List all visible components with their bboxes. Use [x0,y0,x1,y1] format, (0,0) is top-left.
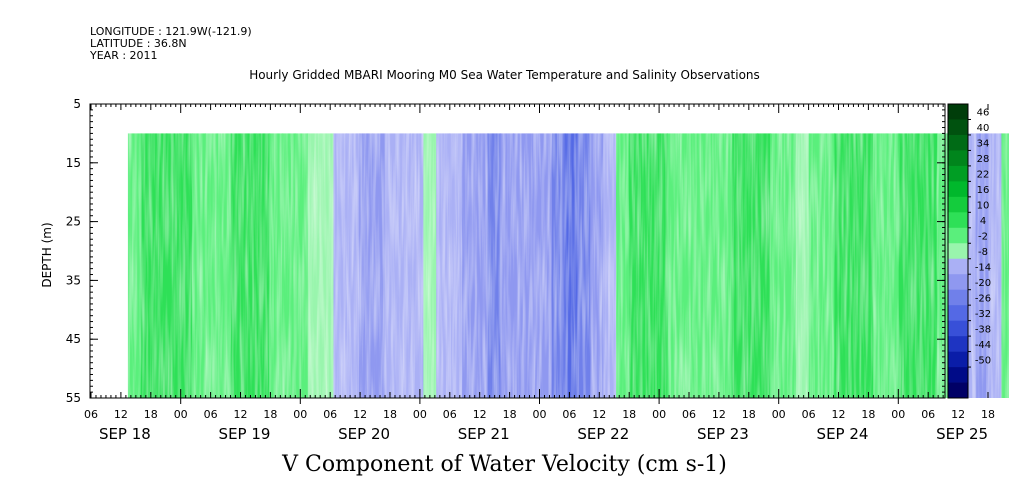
x-tick-label: 12 [712,408,726,421]
x-tick-label: 00 [174,408,188,421]
x-day-label: SEP 21 [458,425,510,443]
x-tick-label: 12 [951,408,965,421]
colorbar-swatch [948,336,968,352]
colorbar-label: 40 [977,123,990,134]
x-tick-label: 06 [84,408,98,421]
colorbar-label: -2 [978,232,988,243]
colorbar-label: 10 [977,201,990,212]
colorbar-swatch [948,212,968,229]
y-tick-label: 5 [73,97,81,111]
x-tick-label: 12 [234,408,248,421]
x-tick-label: 06 [443,408,457,421]
latitude-label: LATITUDE : 36.8N [90,37,187,50]
y-tick-label: 35 [66,273,81,287]
chart-title: Hourly Gridded MBARI Mooring M0 Sea Wate… [249,68,760,82]
colorbar-label: -44 [975,340,991,351]
colorbar-swatch [948,196,968,213]
colorbar-label: -50 [975,355,991,366]
colorbar-swatch [948,134,968,151]
x-tick-label: 00 [413,408,427,421]
colorbar-label: -20 [975,278,991,289]
x-tick-label: 12 [353,408,367,421]
colorbar-swatch [948,104,968,120]
x-tick-label: 12 [592,408,606,421]
x-tick-label: 00 [772,408,786,421]
heatmap-texture [127,133,1009,398]
colorbar-swatch [948,305,968,321]
colorbar-frame [947,103,969,399]
colorbar-label: -14 [975,262,991,273]
y-tick-label: 45 [66,332,81,346]
colorbar-label: 16 [977,185,990,196]
y-tick-label: 55 [66,391,81,405]
x-tick-label: 00 [652,408,666,421]
x-tick-label: 06 [802,408,816,421]
x-tick-label: 06 [921,408,935,421]
colorbar-label: -32 [975,309,991,320]
colorbar-swatch [948,119,968,136]
y-tick-label: 25 [66,215,81,229]
x-tick-label: 12 [473,408,487,421]
x-tick-label: 00 [891,408,905,421]
x-day-label: SEP 22 [577,425,629,443]
x-tick-label: 00 [533,408,547,421]
colorbar-swatch [948,165,968,182]
colorbar-label: -38 [975,324,991,335]
y-axis-label: DEPTH (m) [40,222,54,287]
x-axis-title: V Component of Water Velocity (cm s-1) [282,452,727,477]
x-day-label: SEP 23 [697,425,749,443]
x-tick-label: 18 [503,408,517,421]
axes-layer: 06 12 18 00 06 12 18 00 06 12 18 00 06 12 18 00 06 12 18 00… [66,97,995,443]
x-tick-label: 06 [204,408,218,421]
colorbar-swatch [948,289,968,306]
x-day-label: SEP 25 [936,425,988,443]
x-day-label: SEP 19 [219,425,271,443]
colorbar-label: 46 [977,108,990,119]
x-tick-label: 18 [742,408,756,421]
colorbar: 46 40 34 28 22 16 10 4 -2 -8 -14 -20 -26 -32 -38 -44 -50 [947,103,991,399]
x-tick-label: 18 [383,408,397,421]
colorbar-swatch [948,274,968,290]
colorbar-swatch [948,351,968,368]
x-tick-label: 18 [144,408,158,421]
x-tick-label: 00 [293,408,307,421]
x-tick-label: 18 [981,408,995,421]
x-tick-label: 12 [114,408,128,421]
x-tick-label: 12 [832,408,846,421]
colorbar-swatch [948,227,968,244]
y-tick-label: 15 [66,156,81,170]
heatmap-layer [127,133,1009,398]
colorbar-label: -8 [978,247,988,258]
colorbar-label: 34 [977,139,990,150]
colorbar-swatch [948,382,968,399]
x-tick-label: 06 [562,408,576,421]
colorbar-swatch [948,367,968,383]
x-day-label: SEP 20 [338,425,390,443]
colorbar-label: 28 [977,154,990,165]
colorbar-swatch [948,181,968,198]
year-label: YEAR : 2011 [90,49,158,62]
x-tick-label: 18 [861,408,875,421]
colorbar-swatch [948,243,968,260]
colorbar-label: -26 [975,293,991,304]
x-tick-label: 06 [323,408,337,421]
x-day-label: SEP 18 [99,425,151,443]
colorbar-label: 4 [980,216,986,227]
x-day-label: SEP 24 [817,425,869,443]
colorbar-label: 22 [977,170,990,181]
x-tick-label: 18 [622,408,636,421]
x-tick-label: 18 [263,408,277,421]
colorbar-swatch [948,320,968,337]
x-tick-label: 06 [682,408,696,421]
colorbar-swatch [948,258,968,275]
longitude-label: LONGITUDE : 121.9W(-121.9) [90,25,252,38]
colorbar-swatch [948,150,968,167]
